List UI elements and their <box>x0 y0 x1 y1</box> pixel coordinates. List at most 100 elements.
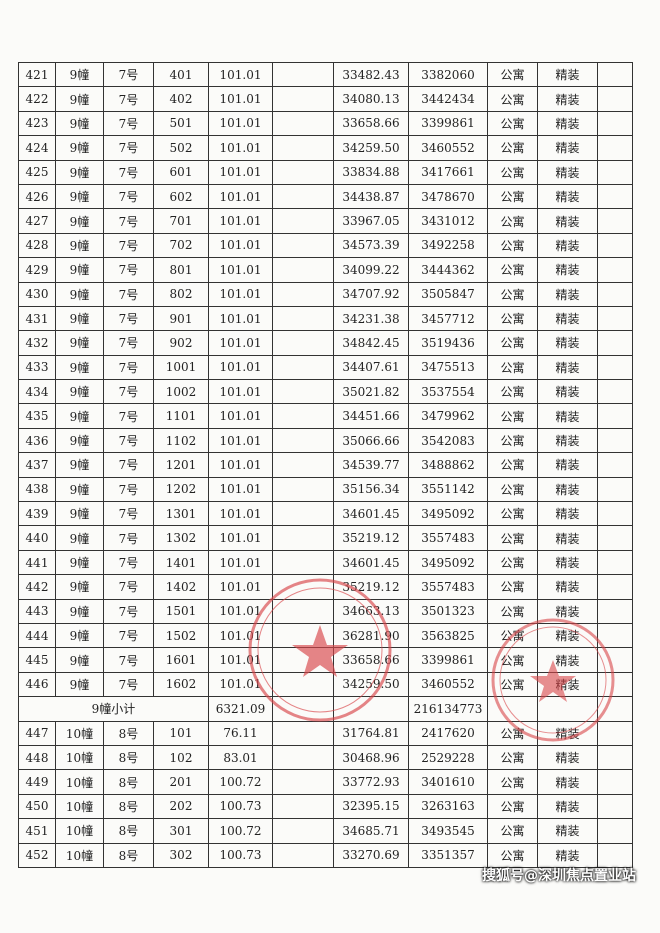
empty-cell <box>272 232 334 259</box>
empty-cell <box>597 208 633 234</box>
cell: 3444362 <box>408 257 488 283</box>
cell: 35066.66 <box>333 427 409 454</box>
cell: 30468.96 <box>333 744 409 771</box>
cell: 101.01 <box>208 354 273 381</box>
cell: 9幢 <box>55 647 104 673</box>
cell: 1201 <box>153 452 209 478</box>
cell: 32395.15 <box>333 793 409 820</box>
cell: 33658.66 <box>333 647 409 673</box>
cell: 公寓 <box>487 354 538 381</box>
cell: 423 <box>18 110 56 137</box>
cell: 公寓 <box>487 501 538 527</box>
cell: 201 <box>153 769 209 795</box>
row: 431 9幢 7号 901 101.01 34231.38 3457712 公寓 精装 <box>18 305 633 332</box>
cell: 10幢 <box>55 818 104 844</box>
cell: 3442434 <box>408 86 488 112</box>
cell: 7号 <box>103 159 154 185</box>
cell: 7号 <box>103 427 154 454</box>
empty-cell <box>597 549 633 576</box>
cell: 7号 <box>103 208 154 234</box>
cell: 101.01 <box>208 183 273 210</box>
cell: 35219.12 <box>333 574 409 600</box>
cell: 10幢 <box>55 720 104 746</box>
empty-cell <box>272 574 334 600</box>
cell: 1301 <box>153 501 209 527</box>
cell: 10幢 <box>55 744 104 771</box>
empty-cell <box>537 696 598 722</box>
empty-cell <box>597 647 633 673</box>
cell: 101.01 <box>208 647 273 673</box>
cell: 精装 <box>537 842 598 868</box>
cell: 3557483 <box>408 574 488 600</box>
cell: 101.01 <box>208 452 273 478</box>
row: 433 9幢 7号 1001 101.01 34407.61 3475513 公寓 精装 <box>18 354 633 381</box>
cell: 429 <box>18 257 56 283</box>
cell: 101.01 <box>208 159 273 185</box>
cell: 7号 <box>103 183 154 210</box>
row: 425 9幢 7号 601 101.01 33834.88 3417661 公寓 精装 <box>18 159 633 185</box>
cell: 9幢 <box>55 159 104 185</box>
row: 430 9幢 7号 802 101.01 34707.92 3505847 公寓 精装 <box>18 281 633 307</box>
cell: 7号 <box>103 671 154 698</box>
cell: 公寓 <box>487 427 538 454</box>
cell: 7号 <box>103 86 154 112</box>
cell: 3431012 <box>408 208 488 234</box>
empty-cell <box>272 281 334 307</box>
empty-cell <box>272 476 334 503</box>
cell: 34451.66 <box>333 403 409 429</box>
cell: 1601 <box>153 647 209 673</box>
empty-cell <box>272 501 334 527</box>
cell: 3382060 <box>408 61 488 88</box>
subtotal-row: 9幢小计 6321.09 216134773 <box>18 696 633 722</box>
cell: 1501 <box>153 598 209 624</box>
cell: 9幢 <box>55 598 104 624</box>
cell: 精装 <box>537 769 598 795</box>
empty-cell <box>597 842 633 868</box>
cell: 9幢 <box>55 110 104 137</box>
row: 441 9幢 7号 1401 101.01 34601.45 3495092 公寓 精装 <box>18 549 633 576</box>
cell: 9幢 <box>55 232 104 259</box>
cell: 精装 <box>537 257 598 283</box>
cell: 公寓 <box>487 842 538 868</box>
cell: 3551142 <box>408 476 488 503</box>
cell: 440 <box>18 525 56 551</box>
cell: 35156.34 <box>333 476 409 503</box>
cell: 101.01 <box>208 476 273 503</box>
cell: 422 <box>18 86 56 112</box>
cell: 9幢 <box>55 403 104 429</box>
cell: 34080.13 <box>333 86 409 112</box>
cell: 7号 <box>103 305 154 332</box>
empty-cell <box>272 427 334 454</box>
cell: 452 <box>18 842 56 868</box>
empty-cell <box>597 330 633 356</box>
cell: 精装 <box>537 744 598 771</box>
cell: 7号 <box>103 622 154 649</box>
cell: 76.11 <box>208 720 273 746</box>
row: 428 9幢 7号 702 101.01 34573.39 3492258 公寓 精装 <box>18 232 633 259</box>
cell: 34099.22 <box>333 257 409 283</box>
cell: 9幢 <box>55 622 104 649</box>
cell: 3401610 <box>408 769 488 795</box>
cell: 精装 <box>537 452 598 478</box>
cell: 3475513 <box>408 354 488 381</box>
cell: 100.73 <box>208 793 273 820</box>
cell: 34259.50 <box>333 671 409 698</box>
empty-cell <box>597 598 633 624</box>
cell: 3542083 <box>408 427 488 454</box>
cell: 3351357 <box>408 842 488 868</box>
empty-cell <box>272 525 334 551</box>
cell: 精装 <box>537 671 598 698</box>
cell: 449 <box>18 769 56 795</box>
cell: 公寓 <box>487 281 538 307</box>
cell: 9幢 <box>55 427 104 454</box>
cell: 2417620 <box>408 720 488 746</box>
cell: 101.01 <box>208 403 273 429</box>
empty-cell <box>597 452 633 478</box>
cell: 3399861 <box>408 647 488 673</box>
cell: 3417661 <box>408 159 488 185</box>
row: 444 9幢 7号 1502 101.01 36281.90 3563825 公寓 精装 <box>18 622 633 649</box>
empty-cell <box>597 135 633 161</box>
empty-cell <box>597 769 633 795</box>
cell: 10幢 <box>55 769 104 795</box>
cell: 3399861 <box>408 110 488 137</box>
